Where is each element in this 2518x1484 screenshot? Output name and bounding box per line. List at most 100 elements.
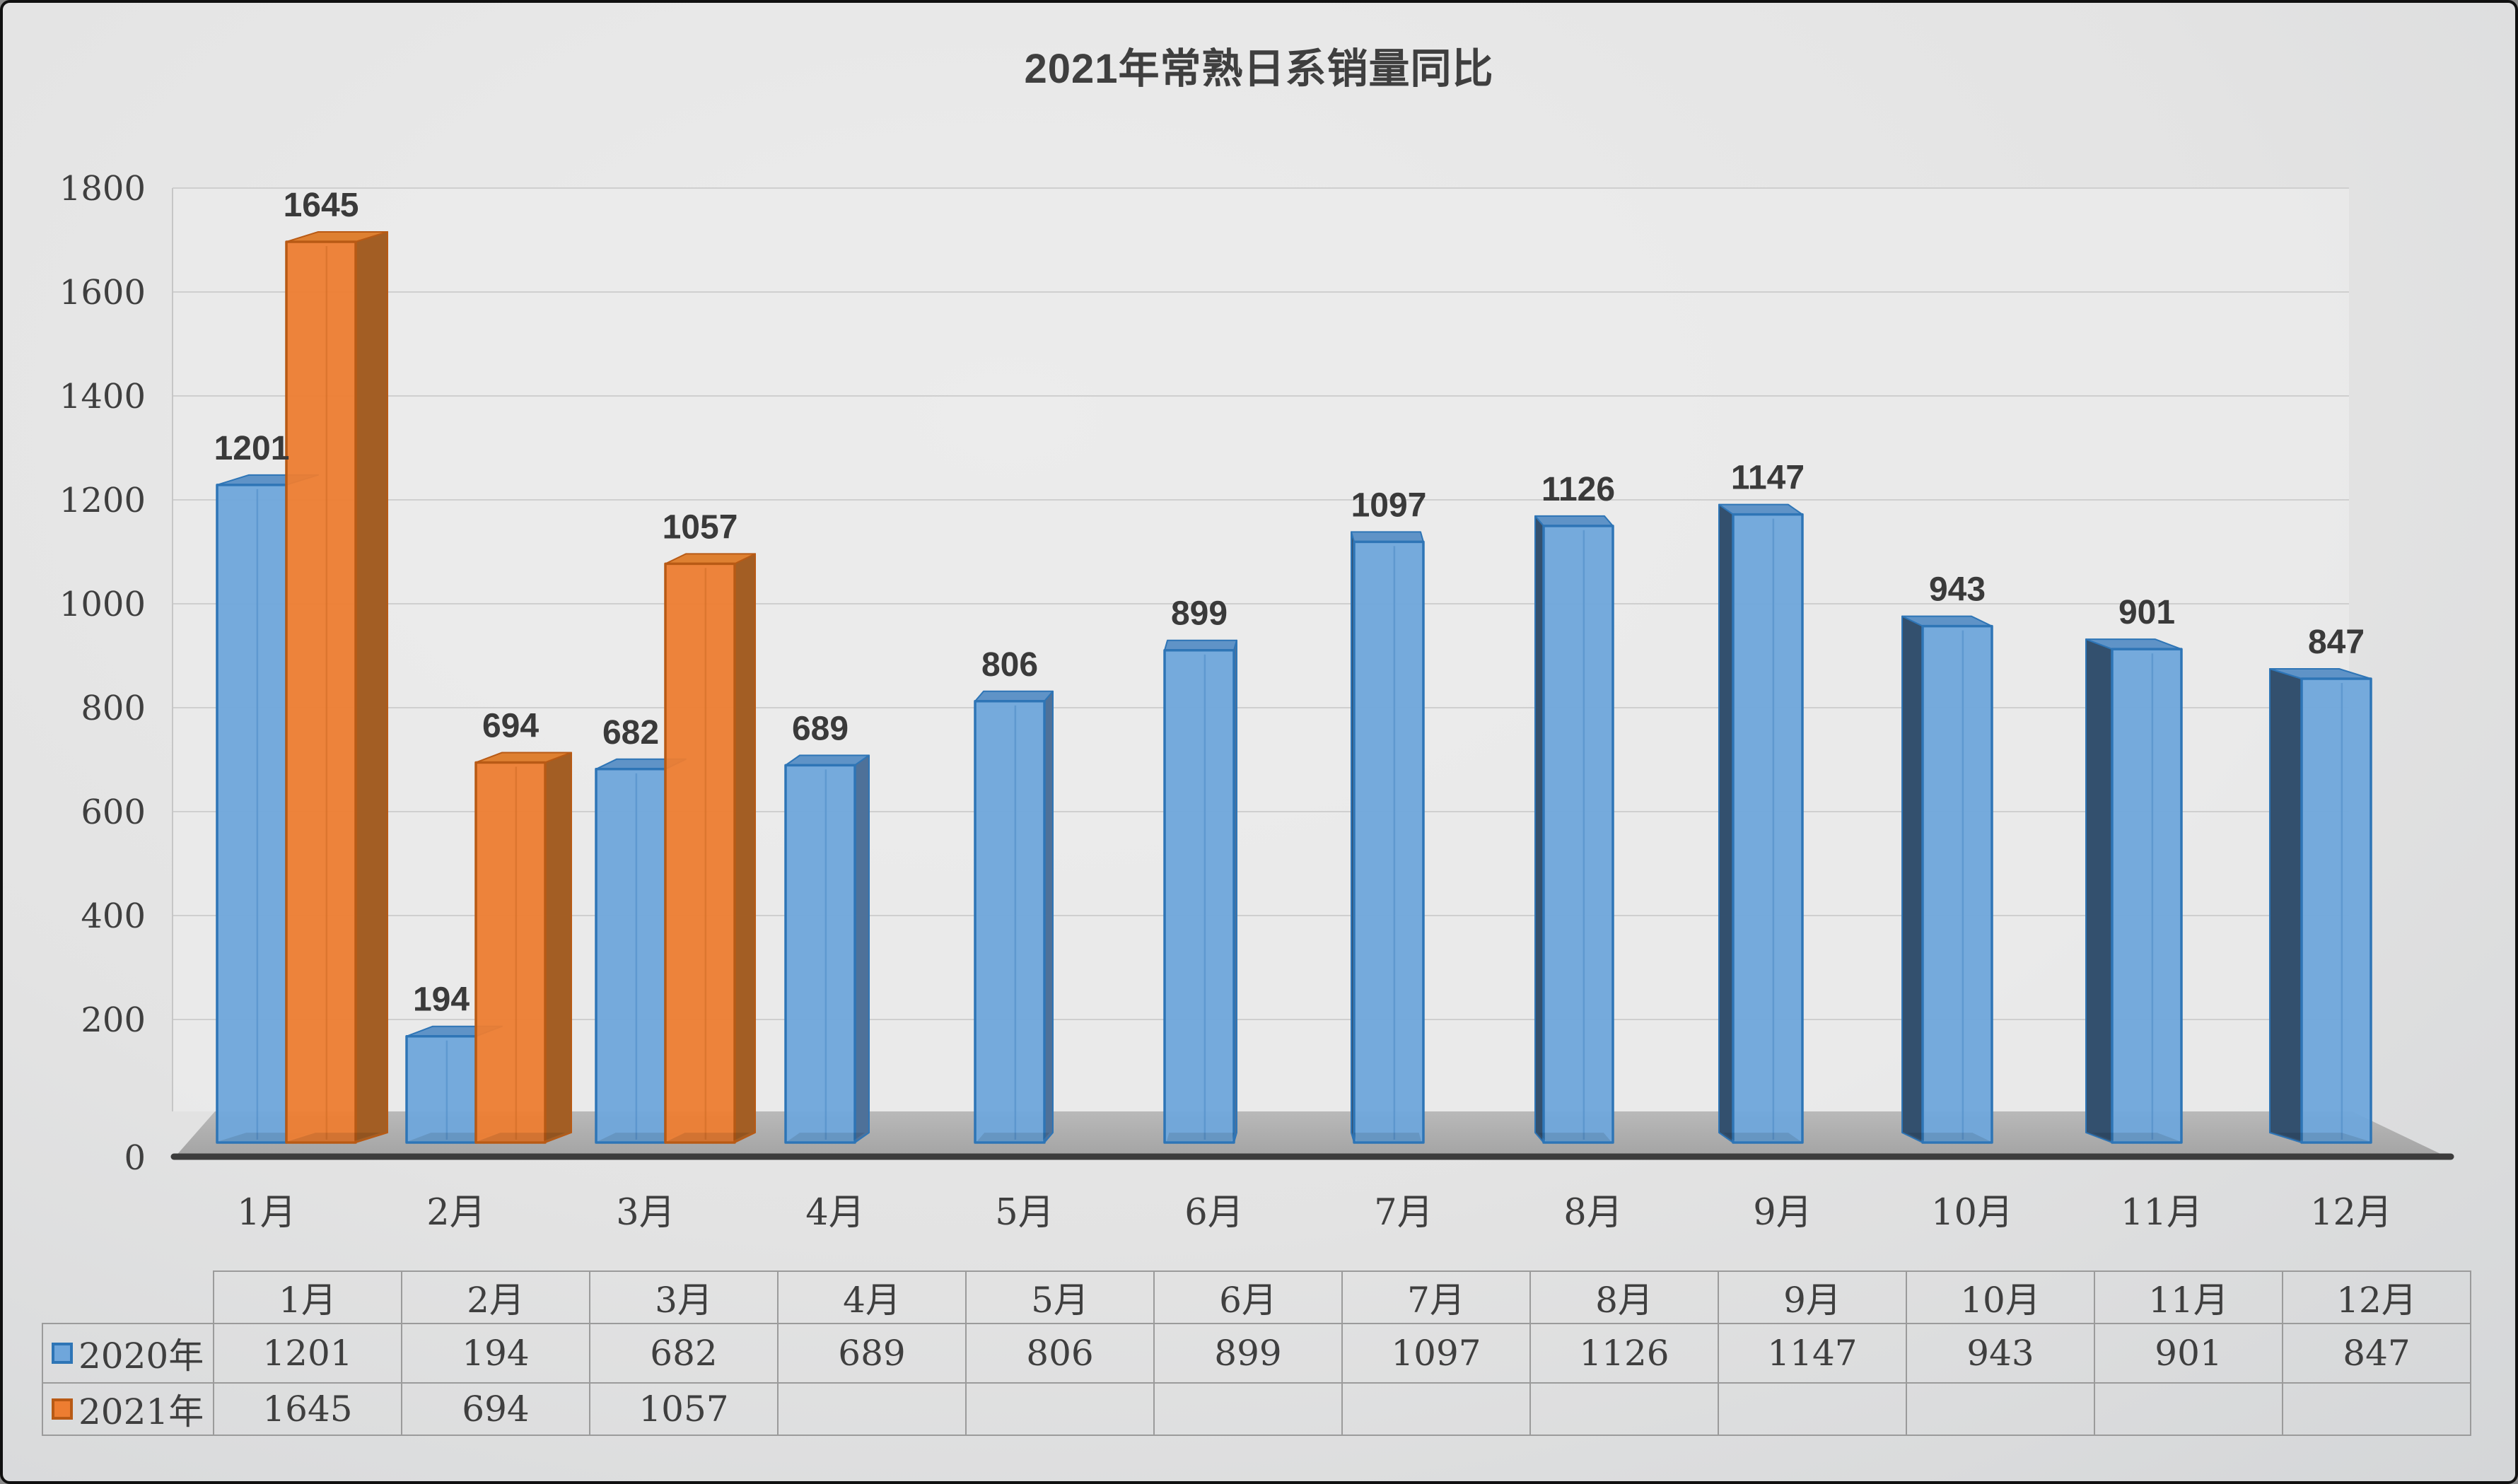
table-corner-cell [42,1271,214,1324]
y-axis-tick-label: 1400 [59,377,146,416]
table-row-header-2020年: 2020年 [42,1323,214,1384]
bar-2020年-6月 [1163,639,1237,1144]
x-axis-label: 12月 [2310,1192,2392,1234]
table-value-cell: 689 [777,1323,967,1384]
bar-front-face [595,768,667,1144]
data-label: 1097 [1351,486,1427,524]
bar-inner-shade [788,1133,865,1141]
bar-2020年-4月 [784,754,870,1144]
x-axis-label: 11月 [2121,1192,2203,1234]
table-value-cell: 1645 [213,1382,402,1436]
table-month-header: 12月 [2282,1270,2471,1324]
table-value-cell [2282,1382,2471,1436]
bar-side-face [2269,667,2302,1143]
y-axis-tick-label: 600 [81,793,146,832]
table-month-header: 4月 [777,1270,967,1324]
bar-inner-shade [2276,1133,2369,1141]
x-axis-label: 6月 [1184,1192,1243,1234]
bar-2020年-8月 [1534,515,1614,1144]
bar-front-face [664,562,736,1144]
table-value-cell: 1147 [1718,1323,1907,1384]
table-value-cell: 694 [401,1382,590,1436]
y-axis-tick-label: 800 [81,689,146,728]
legend-series-name: 2020年 [78,1336,204,1377]
table-month-header: 2月 [401,1270,590,1324]
bar-side-face [544,752,572,1143]
bar-front-face [405,1034,477,1144]
data-label: 1147 [1731,460,1805,497]
table-value-cell [1341,1382,1531,1436]
table-value-cell [1153,1382,1343,1436]
table-month-header: 5月 [965,1270,1155,1324]
bar-side-face [854,754,870,1143]
table-value-cell: 682 [589,1323,779,1384]
chart-data-table: 1月 2月 3月 4月 5月 6月 7月 8月 9月 10月 11月 12月 2020年 1201 194 6… [42,1270,2471,1436]
bar-2020年-11月 [2085,638,2183,1144]
bar-front-face [1163,648,1235,1144]
table-value-cell: 1201 [213,1323,402,1384]
bar-front-face [1542,525,1614,1144]
bar-top-face [1164,639,1237,651]
data-label: 689 [792,710,849,747]
bar-2020年-3月 [595,758,687,1144]
bar-front-face [285,240,357,1144]
bar-2020年-9月 [1718,503,1804,1144]
data-label: 899 [1171,595,1228,633]
table-month-header: 10月 [1906,1270,2095,1324]
y-axis-tick-label: 0 [124,1138,146,1178]
x-axis-label: 7月 [1374,1192,1433,1234]
bar-inner-shade [1538,1133,1611,1141]
table-month-header: 1月 [213,1270,402,1324]
legend-swatch-2020年 [52,1343,73,1364]
bar-inner-shade [409,1133,496,1141]
bar-top-face [1351,531,1424,543]
y-axis-tick-label: 1200 [59,481,146,520]
data-label: 682 [602,714,659,752]
y-axis-tick-label: 400 [81,896,146,936]
table-month-header: 8月 [1529,1270,1719,1324]
x-axis-label: 2月 [426,1192,485,1234]
data-label: 901 [2118,594,2175,631]
table-month-header: 6月 [1153,1270,1343,1324]
table-value-cell [2094,1382,2283,1436]
data-label: 694 [482,707,539,744]
chart-plot-area: 1201 1645 194 694 682 1057 689 806 899 1097 1126 11… [59,169,2454,1234]
table-value-cell: 806 [965,1323,1155,1384]
bar-inner-shade [977,1133,1050,1141]
bar-front-face [216,484,288,1144]
bar-front-face [974,700,1046,1144]
data-label: 1645 [284,187,359,224]
bar-side-face [1044,690,1054,1143]
bar-2020年-5月 [974,690,1054,1144]
table-value-cell [965,1382,1155,1436]
bar-side-face [2085,638,2113,1143]
bar-inner-shade [598,1133,681,1141]
bar-2021年-1月 [285,230,388,1144]
y-axis-tick-label: 1800 [59,169,146,209]
bar-2020年-2月 [405,1025,503,1144]
bar-front-face [1353,540,1425,1144]
x-axis-label: 9月 [1753,1192,1812,1234]
data-label: 943 [1929,571,1986,609]
bar-2021年-3月 [664,553,756,1144]
y-axis-tick-label: 200 [81,1000,146,1040]
table-value-cell: 1057 [589,1382,779,1436]
bar-2020年-1月 [216,474,319,1144]
table-value-cell: 943 [1906,1323,2095,1384]
bar-2020年-12月 [2269,667,2372,1144]
chart-title: 2021年常熟日系销量同比 [1024,46,1494,92]
table-month-header: 11月 [2094,1270,2283,1324]
x-axis-label: 1月 [237,1192,296,1234]
bar-front-face [2300,677,2372,1144]
bar-side-face [734,553,756,1143]
y-axis-tick-label: 1000 [59,585,146,624]
table-month-header: 9月 [1718,1270,1907,1324]
table-value-cell: 899 [1153,1323,1343,1384]
x-axis-label: 4月 [805,1192,864,1234]
x-axis-label: 10月 [1931,1192,2013,1234]
table-value-cell: 1097 [1341,1323,1531,1384]
bar-2021年-2月 [474,752,572,1144]
data-label: 1057 [663,508,738,546]
bar-front-face [474,761,547,1144]
